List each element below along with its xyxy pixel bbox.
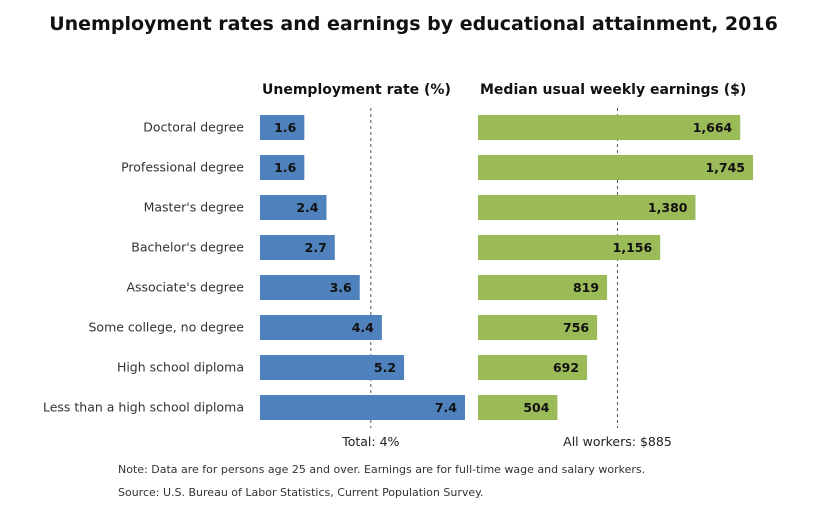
earnings-bar-bachelor-s-degree	[478, 235, 661, 260]
category-label-high-school-diploma: High school diploma	[117, 360, 244, 375]
category-label-associate-s-degree: Associate's degree	[126, 280, 244, 295]
unemployment-value-label-doctoral-degree: 1.6	[274, 120, 296, 135]
unemployment-value-label-high-school-diploma: 5.2	[374, 360, 396, 375]
earnings-value-label-less-than-a-high-school-diploma: 504	[523, 400, 549, 415]
unemployment-bar-associate-s-degree	[260, 275, 360, 300]
unemployment-value-label-bachelor-s-degree: 2.7	[305, 240, 327, 255]
unemployment-panel-title: Unemployment rate (%)	[262, 82, 451, 98]
unemployment-bar-master-s-degree	[260, 195, 327, 220]
earnings-value-label-doctoral-degree: 1,664	[693, 120, 733, 135]
category-label-some-college-no-degree: Some college, no degree	[89, 320, 245, 335]
earnings-bar-high-school-diploma	[478, 355, 588, 380]
category-label-bachelor-s-degree: Bachelor's degree	[131, 240, 244, 255]
chart-note: Note: Data are for persons age 25 and ov…	[118, 463, 646, 476]
earnings-value-label-bachelor-s-degree: 1,156	[613, 240, 653, 255]
unemployment-bar-bachelor-s-degree	[260, 235, 335, 260]
earnings-value-label-associate-s-degree: 819	[573, 280, 599, 295]
unemployment-bar-less-than-a-high-school-diploma	[260, 395, 465, 420]
chart-title: Unemployment rates and earnings by educa…	[49, 13, 778, 35]
earnings-value-label-professional-degree: 1,745	[705, 160, 745, 175]
earnings-panel-title: Median usual weekly earnings ($)	[480, 82, 747, 98]
earnings-bar-less-than-a-high-school-diploma	[478, 395, 558, 420]
chart-source: Source: U.S. Bureau of Labor Statistics,…	[118, 486, 484, 499]
earnings-bar-associate-s-degree	[478, 275, 608, 300]
earnings-value-label-master-s-degree: 1,380	[648, 200, 688, 215]
unemployment-value-label-less-than-a-high-school-diploma: 7.4	[435, 400, 457, 415]
category-label-less-than-a-high-school-diploma: Less than a high school diploma	[43, 400, 244, 415]
category-label-doctoral-degree: Doctoral degree	[143, 120, 244, 135]
unemployment-bar-doctoral-degree	[260, 115, 305, 140]
earnings-reference-label: All workers: $885	[563, 434, 672, 449]
earnings-bar-professional-degree	[478, 155, 753, 180]
category-label-professional-degree: Professional degree	[121, 160, 244, 175]
unemployment-bar-high-school-diploma	[260, 355, 405, 380]
unemployment-value-label-master-s-degree: 2.4	[296, 200, 318, 215]
earnings-value-label-some-college-no-degree: 756	[563, 320, 589, 335]
earnings-bar-doctoral-degree	[478, 115, 741, 140]
unemployment-bar-professional-degree	[260, 155, 305, 180]
unemployment-bar-some-college-no-degree	[260, 315, 382, 340]
earnings-value-label-high-school-diploma: 692	[553, 360, 579, 375]
earnings-bar-master-s-degree	[478, 195, 696, 220]
unemployment-value-label-associate-s-degree: 3.6	[330, 280, 352, 295]
earnings-bar-some-college-no-degree	[478, 315, 598, 340]
category-label-master-s-degree: Master's degree	[144, 200, 245, 215]
unemployment-reference-label: Total: 4%	[341, 434, 399, 449]
unemployment-value-label-professional-degree: 1.6	[274, 160, 296, 175]
unemployment-value-label-some-college-no-degree: 4.4	[352, 320, 374, 335]
